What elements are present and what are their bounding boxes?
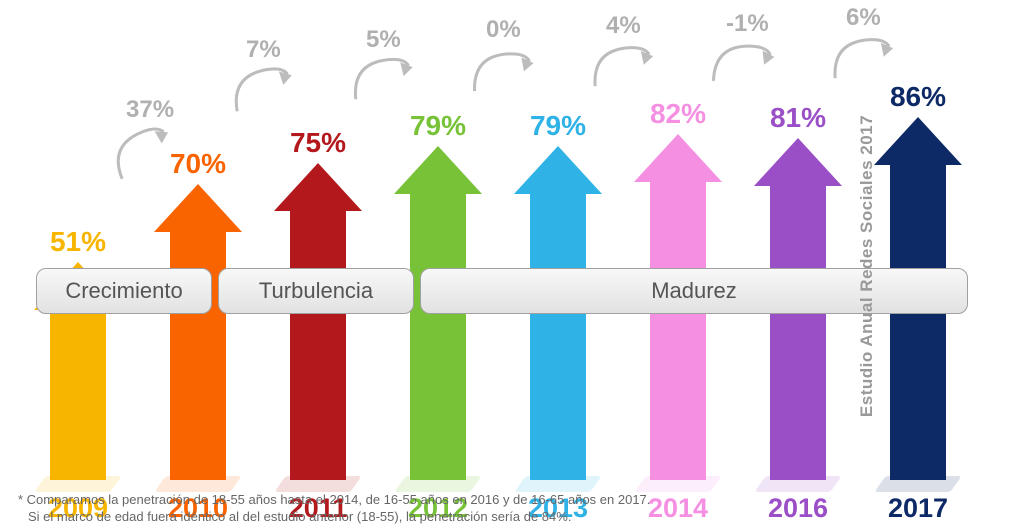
footnote-line2: Si el marco de edad fuera idéntico al de…: [18, 508, 650, 526]
year-label: 2014: [648, 493, 708, 524]
curve-arrow-icon: [824, 25, 908, 95]
value-label: 79%: [410, 110, 466, 142]
year-label: 2016: [768, 493, 828, 524]
phase-band: Crecimiento: [36, 268, 212, 314]
value-label: 75%: [290, 127, 346, 159]
curve-arrow-icon: [221, 52, 311, 130]
side-caption: Estudio Anual Redes Sociales 2017: [857, 115, 877, 417]
value-label: 81%: [770, 102, 826, 134]
year-label: 2017: [888, 493, 948, 524]
phase-band: Madurez: [420, 268, 968, 314]
footnote-line1: * Comparamos la penetración de 18-55 año…: [18, 491, 650, 509]
phase-band: Turbulencia: [218, 268, 414, 314]
value-label: 82%: [650, 98, 706, 130]
delta-label: 0%: [486, 16, 521, 44]
curve-arrow-icon: [465, 41, 547, 109]
value-label: 79%: [530, 110, 586, 142]
footnote: * Comparamos la penetración de 18-55 año…: [18, 491, 650, 526]
curve-arrow-icon: [705, 33, 787, 101]
value-label: 51%: [50, 226, 106, 258]
curve-arrow-icon: [584, 33, 668, 103]
arrow-chart: 51%200970%201075%201179%201279%201382%20…: [18, 0, 978, 480]
curve-arrow-icon: [343, 44, 429, 117]
